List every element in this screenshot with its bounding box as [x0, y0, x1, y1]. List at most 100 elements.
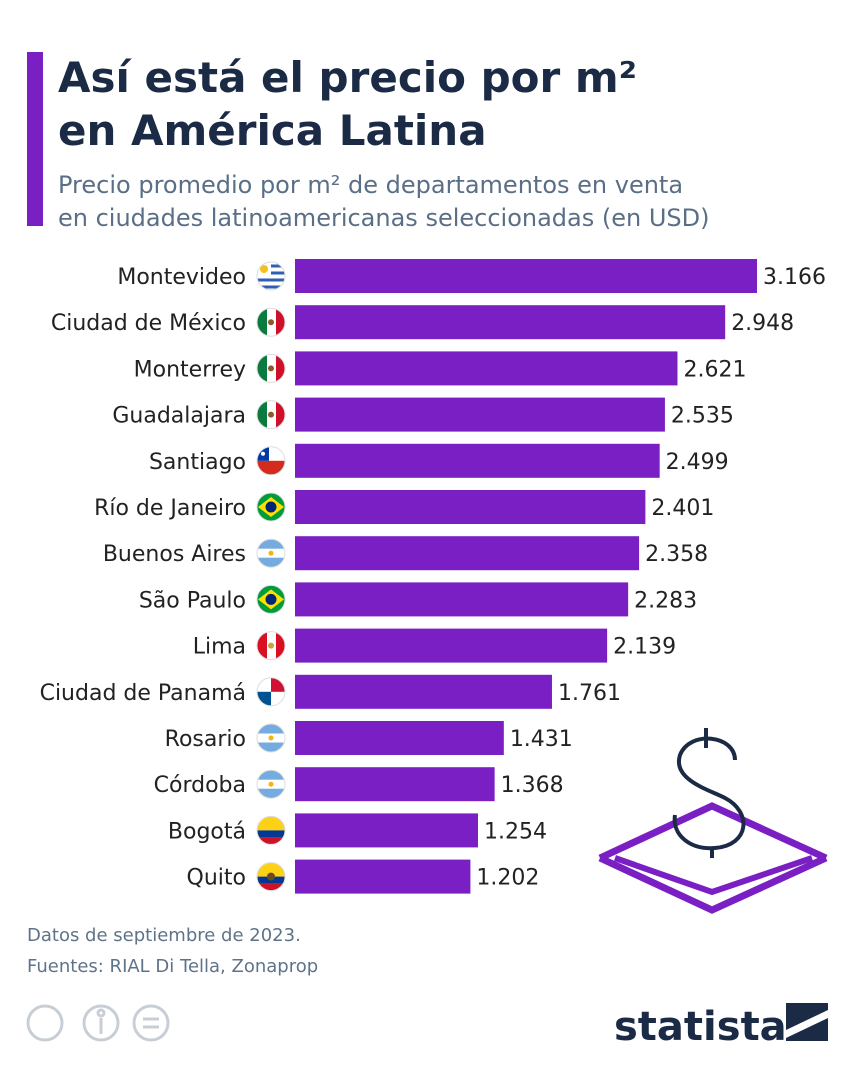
category-label: Buenos Aires [103, 542, 246, 567]
flag-part [257, 816, 285, 831]
value-label: 1.254 [484, 819, 547, 844]
flag [256, 538, 286, 568]
flag-part [276, 400, 285, 429]
flag-body [257, 262, 285, 290]
value-label: 2.139 [613, 635, 676, 660]
category-label: Bogotá [168, 819, 246, 844]
brand: statista [614, 1004, 787, 1050]
flag-outline [256, 769, 286, 799]
flag-outline [256, 446, 286, 476]
bar [295, 397, 665, 432]
flag-part [268, 365, 274, 372]
flag-part [276, 308, 285, 337]
value-label: 2.358 [645, 542, 708, 567]
flag-outline [256, 584, 286, 614]
flag-part [257, 862, 285, 877]
license-icons [26, 1004, 170, 1042]
bar [295, 859, 471, 894]
bar [295, 443, 660, 478]
flag [256, 492, 286, 522]
chart-subtitle: en ciudades latinoamericanas seleccionad… [58, 204, 710, 232]
value-label: 2.621 [683, 357, 746, 382]
flag-part [276, 354, 285, 383]
bar [295, 305, 726, 340]
value-label: 2.401 [651, 496, 714, 521]
flag-body [257, 585, 285, 614]
category-label: Rosario [165, 727, 246, 752]
flag-part [257, 460, 285, 475]
category-label: Montevideo [117, 265, 246, 290]
category-label: Lima [193, 635, 246, 660]
value-label: 1.368 [501, 773, 564, 798]
flag-part [257, 631, 267, 660]
value-label: 1.202 [476, 866, 539, 891]
bar [295, 490, 646, 524]
flag-outline [256, 307, 286, 337]
flag-part [257, 830, 285, 838]
flag [256, 307, 286, 337]
bar [295, 767, 495, 802]
category-label: Guadalajara [112, 404, 246, 429]
flag [256, 723, 286, 753]
source: Fuentes: RIAL Di Tella, Zonaprop [27, 956, 318, 977]
flag-part [265, 501, 277, 513]
flag-body [257, 816, 285, 845]
flag-body [257, 770, 285, 799]
flag-outline [256, 353, 286, 383]
flag-body [257, 862, 285, 891]
flag-part [257, 308, 267, 337]
flag-outline [256, 538, 286, 568]
dollar-icon [598, 802, 828, 914]
flag-part [257, 285, 285, 289]
flag-part [260, 265, 268, 273]
flag [256, 261, 286, 291]
category-label: Río de Janeiro [94, 496, 246, 521]
note: Datos de septiembre de 2023. [27, 925, 301, 946]
value-label: 1.431 [510, 727, 573, 752]
category-label: Quito [187, 866, 246, 891]
category-label: Ciudad de Panamá [40, 681, 246, 706]
bar [295, 813, 478, 848]
flag-part [261, 451, 265, 456]
flag-body [257, 493, 285, 521]
value-label: 2.535 [671, 404, 734, 429]
flag-part [257, 278, 285, 282]
flag [256, 584, 286, 614]
value-label: 1.761 [558, 681, 621, 706]
flag-outline [256, 400, 286, 430]
flag-body [257, 677, 285, 706]
flag-part [257, 400, 267, 429]
flag [256, 353, 286, 383]
dollar-sign [672, 728, 746, 858]
bar [295, 628, 608, 663]
flag-outline [256, 631, 286, 661]
chart-title: en América Latina [58, 106, 487, 155]
flag-part [268, 319, 274, 326]
category-label: Monterrey [134, 357, 246, 382]
flag-part [257, 837, 285, 845]
flag [256, 677, 286, 707]
flag-part [268, 781, 274, 787]
flag-body [257, 400, 285, 429]
flag-body [257, 354, 285, 383]
flag [256, 631, 286, 661]
flag-part [268, 411, 274, 418]
flag-outline [256, 723, 286, 753]
flag [256, 446, 286, 476]
flag-part [257, 883, 285, 891]
flag-body [257, 539, 285, 568]
flag [256, 769, 286, 799]
bar [295, 536, 640, 571]
flag-outline [256, 677, 286, 707]
flag-outline [256, 862, 286, 892]
bar [295, 259, 757, 293]
flag-part [268, 550, 274, 556]
bar [295, 721, 504, 755]
value-label: 2.948 [731, 311, 794, 336]
bar [295, 351, 678, 386]
value-label: 3.166 [763, 265, 826, 290]
flag-body [257, 631, 285, 660]
bar [295, 582, 629, 617]
flag-part [257, 354, 267, 383]
